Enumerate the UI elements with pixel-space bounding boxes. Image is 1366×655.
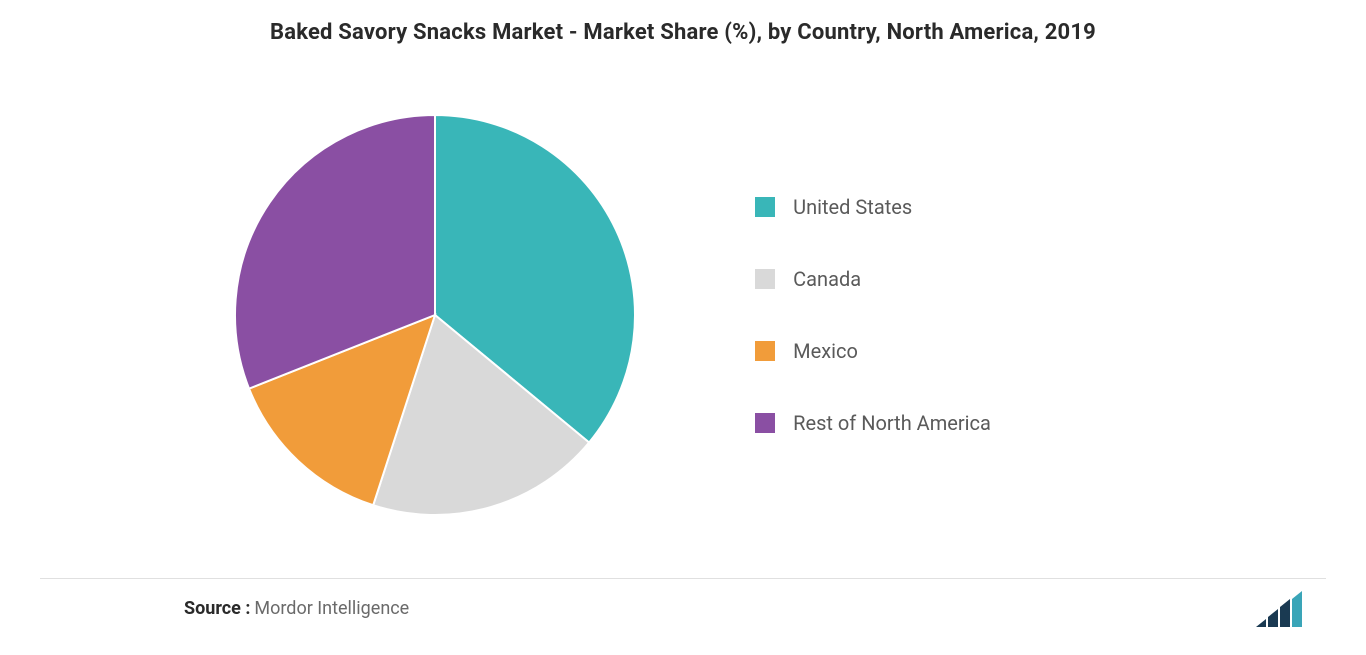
- source-footer: Source : Mordor Intelligence: [184, 598, 409, 619]
- source-label: Source :: [184, 598, 250, 619]
- legend-label: Rest of North America: [793, 411, 991, 435]
- legend: United States Canada Mexico Rest of Nort…: [755, 195, 991, 435]
- legend-item: Rest of North America: [755, 411, 991, 435]
- legend-item: Canada: [755, 267, 991, 291]
- pie-chart: [235, 115, 635, 515]
- logo-bar-2: [1268, 609, 1278, 627]
- legend-label: Mexico: [793, 339, 858, 363]
- legend-label: Canada: [793, 267, 861, 291]
- chart-title: Baked Savory Snacks Market - Market Shar…: [40, 20, 1326, 45]
- legend-label: United States: [793, 195, 912, 219]
- legend-swatch: [755, 269, 775, 289]
- source-value: Mordor Intelligence: [254, 598, 409, 619]
- chart-area: United States Canada Mexico Rest of Nort…: [40, 75, 1326, 555]
- pie-svg: [235, 115, 635, 515]
- chart-container: Baked Savory Snacks Market - Market Shar…: [0, 0, 1366, 655]
- logo-svg: [1256, 591, 1318, 627]
- legend-item: United States: [755, 195, 991, 219]
- logo-bar-3: [1280, 599, 1290, 627]
- mordor-logo-icon: [1256, 591, 1318, 627]
- footer-divider: [40, 578, 1326, 579]
- logo-bar-1: [1256, 619, 1266, 627]
- legend-item: Mexico: [755, 339, 991, 363]
- legend-swatch: [755, 341, 775, 361]
- logo-bar-4: [1292, 591, 1302, 627]
- legend-swatch: [755, 413, 775, 433]
- legend-swatch: [755, 197, 775, 217]
